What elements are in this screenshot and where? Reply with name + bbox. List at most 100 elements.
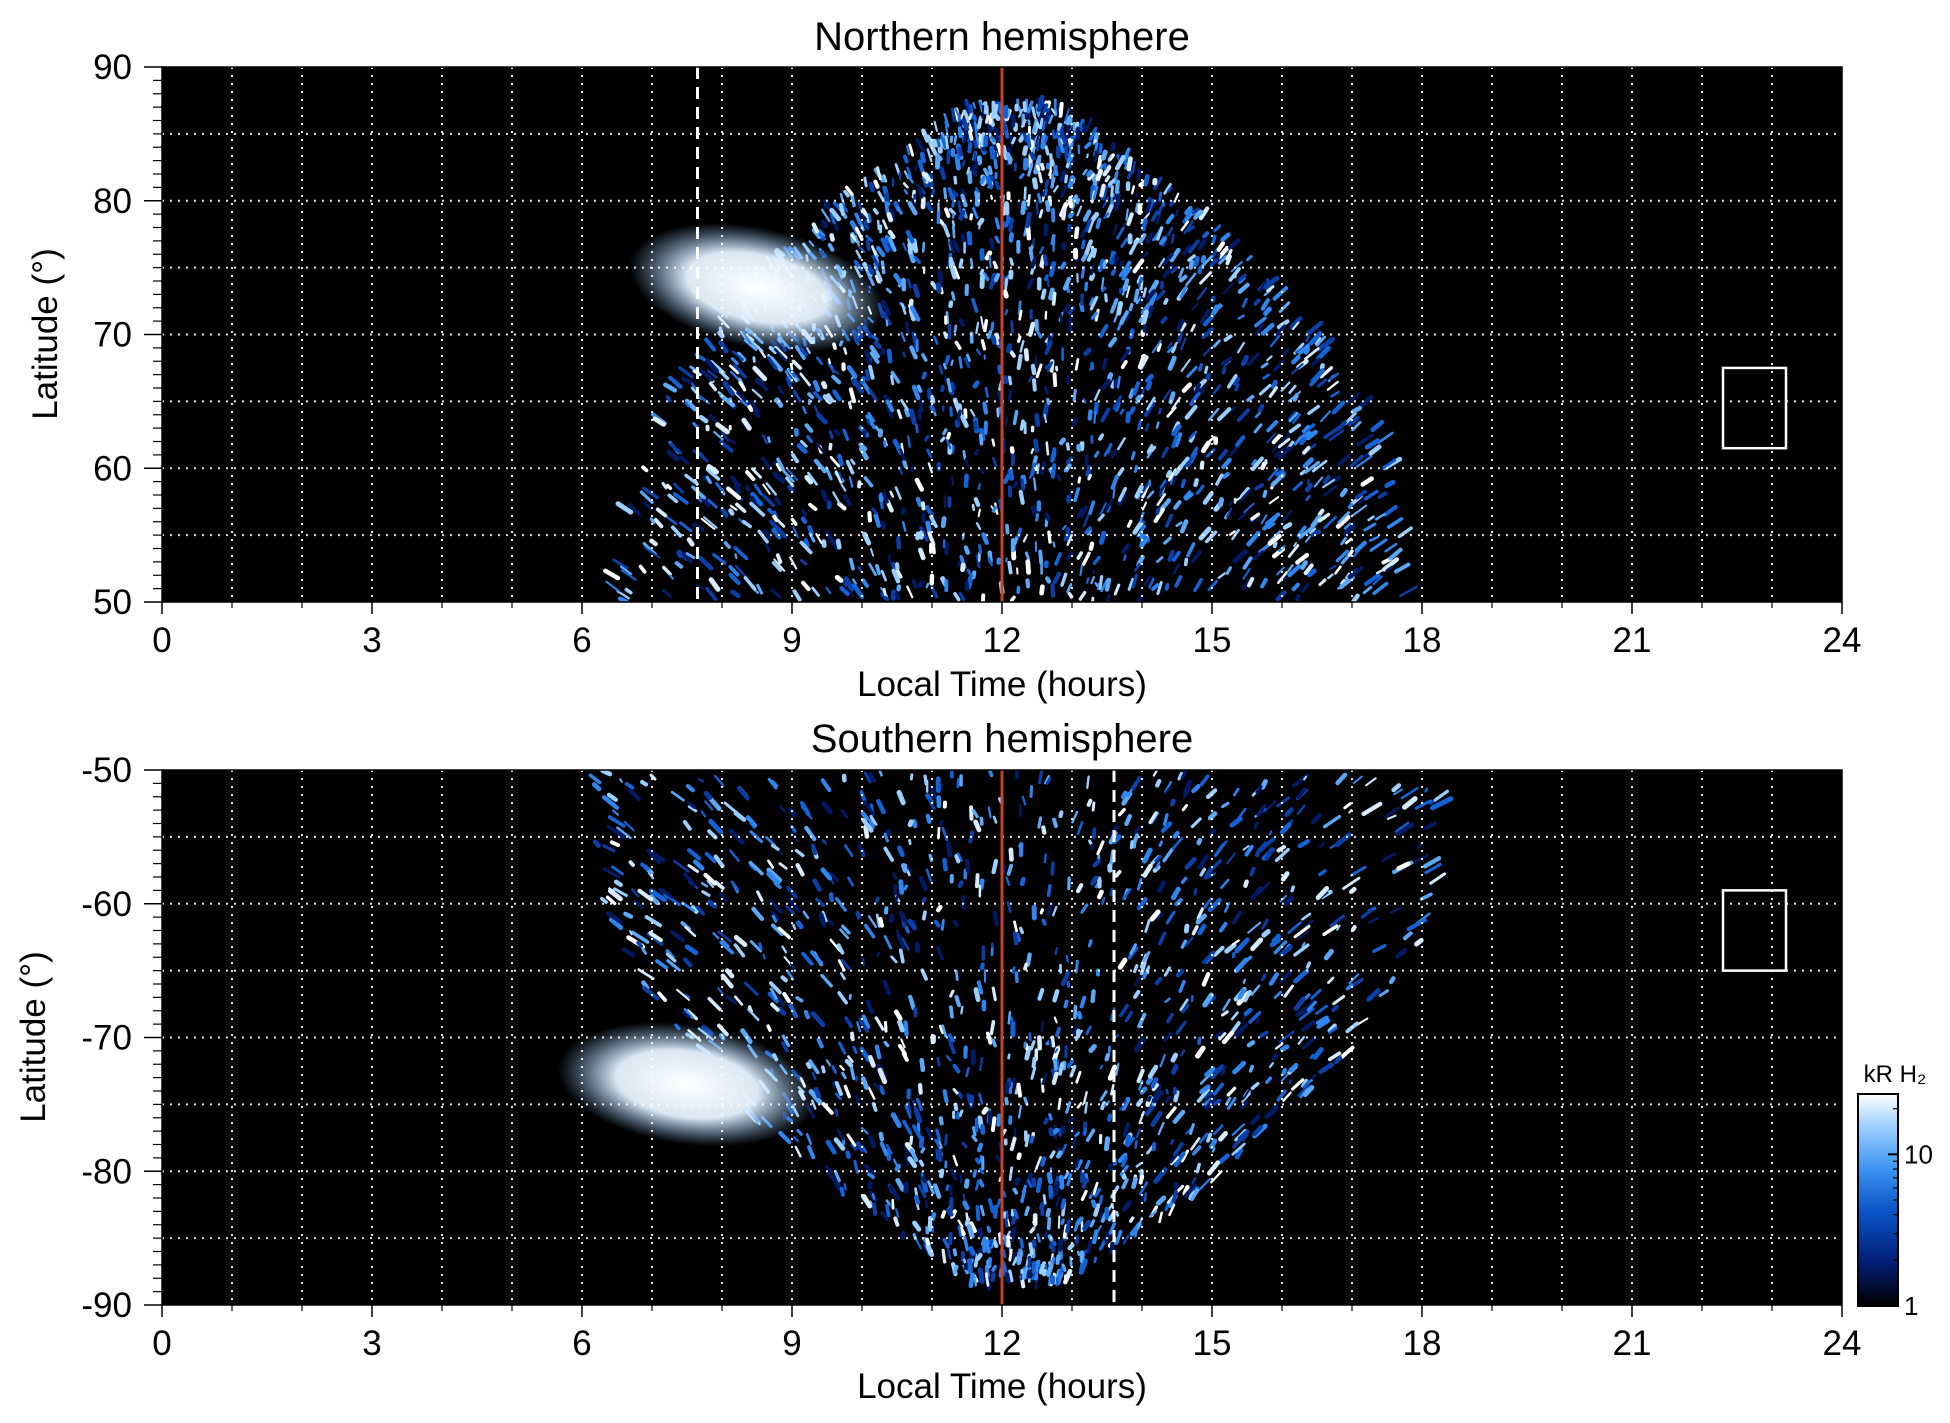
emission-streak [681,1011,691,1018]
emission-streak [925,1199,928,1209]
emission-streak [1045,576,1052,584]
emission-streak [782,469,795,483]
emission-streak [890,209,896,222]
emission-streak [802,406,807,415]
emission-streak [1044,512,1051,522]
emission-streak [757,529,769,544]
emission-streak [990,334,997,345]
emission-streak [857,202,863,210]
emission-streak [668,375,683,389]
emission-streak [752,365,768,382]
emission-streak [966,575,974,590]
emission-streak [886,405,894,419]
emission-streak [1171,424,1182,437]
emission-streak [961,118,969,132]
emission-streak [894,895,899,903]
emission-streak [926,134,935,145]
emission-streak [685,552,696,560]
emission-streak [1131,1176,1138,1190]
emission-streak [1165,1088,1169,1095]
emission-streak [951,224,956,239]
emission-streak [1084,454,1089,467]
emission-streak [874,425,882,433]
emission-streak [1155,779,1162,788]
emission-streak [1291,582,1301,592]
emission-streak [1004,309,1009,316]
emission-streak [1088,839,1093,846]
emission-streak [1236,341,1246,354]
emission-streak [1110,141,1116,152]
emission-streak [1406,918,1427,931]
emission-streak [663,893,681,906]
emission-streak [1067,200,1074,209]
emission-streak [1228,238,1241,250]
emission-streak [787,484,795,494]
emission-streak [893,1216,900,1227]
emission-streak [854,234,861,247]
emission-streak [1250,1081,1260,1090]
emission-streak [1145,373,1154,383]
emission-streak [894,591,901,601]
emission-streak [936,945,944,961]
emission-streak [1098,574,1104,590]
emission-streak [1008,847,1014,862]
y-tick-label: -80 [81,1152,132,1191]
emission-streak [1430,796,1454,811]
emission-streak [1046,276,1050,288]
emission-streak [672,859,690,873]
emission-streak [1151,210,1159,222]
emission-streak [957,1219,964,1229]
emission-streak [900,1038,906,1049]
emission-streak [807,1145,816,1160]
emission-streak [1216,241,1226,252]
emission-streak [704,337,717,352]
emission-streak [1180,220,1190,232]
emission-streak [1055,1026,1061,1037]
emission-streak [1146,443,1154,453]
emission-streak [1061,1125,1066,1134]
emission-streak [1158,1211,1163,1224]
emission-streak [1338,575,1355,590]
emission-streak [902,1119,913,1135]
emission-streak [1204,1066,1216,1078]
y-tick-label: 50 [93,583,132,622]
emission-streak [945,125,949,138]
emission-streak [871,1102,878,1112]
emission-streak [790,517,798,526]
emission-streak [1211,234,1217,245]
emission-streak [1241,955,1253,966]
emission-streak [730,370,741,382]
emission-streak [1197,854,1210,870]
emission-streak [1120,1172,1127,1180]
emission-streak [978,1167,985,1175]
emission-streak [1326,380,1339,391]
emission-streak [771,910,780,921]
emission-streak [1195,1045,1206,1059]
emission-streak [847,876,854,887]
emission-streak [1335,549,1350,563]
emission-streak [1329,564,1337,570]
emission-streak [929,784,937,799]
emission-streak [1182,1185,1190,1196]
emission-streak [1160,316,1168,324]
emission-streak [952,1087,959,1095]
emission-streak [1042,103,1049,113]
emission-streak [980,132,986,148]
emission-streak [1124,162,1129,170]
emission-streak [1004,1097,1009,1106]
emission-streak [885,499,894,513]
emission-streak [1385,565,1394,572]
emission-streak [1278,301,1291,313]
emission-streak [886,212,894,223]
emission-streak [1121,543,1131,555]
emission-streak [1340,537,1347,546]
emission-streak [883,440,887,448]
emission-streak [1019,339,1025,353]
emission-streak [855,249,862,260]
emission-streak [910,305,921,322]
emission-streak [1029,1226,1036,1234]
emission-streak [1288,1062,1299,1073]
emission-streak [971,118,975,131]
emission-streak [1200,255,1214,268]
emission-streak [1067,1242,1075,1251]
